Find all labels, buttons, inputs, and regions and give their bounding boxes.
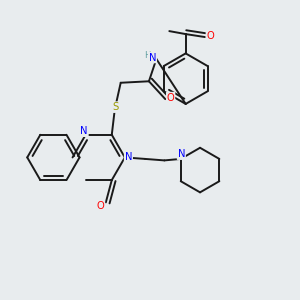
Text: O: O <box>206 31 214 40</box>
Text: N: N <box>178 149 185 159</box>
Text: O: O <box>97 201 104 211</box>
Text: S: S <box>112 102 119 112</box>
Text: N: N <box>125 152 132 162</box>
Text: H: H <box>144 51 151 60</box>
Text: N: N <box>80 126 88 136</box>
Text: N: N <box>149 52 156 62</box>
Text: O: O <box>167 93 175 103</box>
